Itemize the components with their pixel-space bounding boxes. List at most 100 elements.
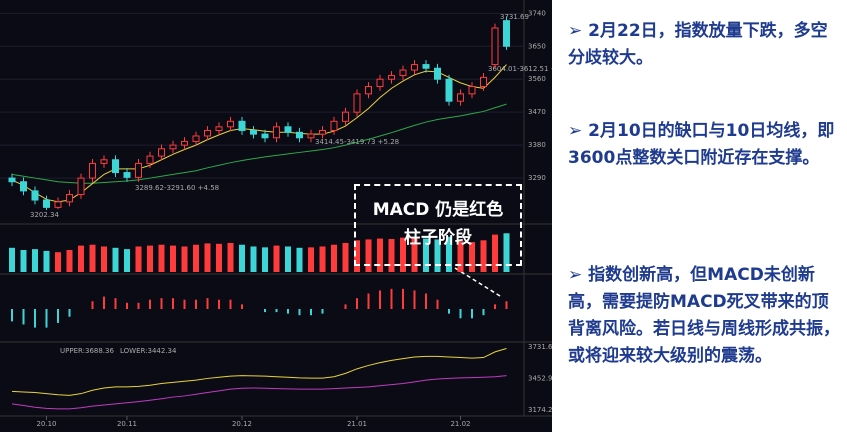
volume-bar bbox=[331, 244, 337, 272]
macd-bar bbox=[356, 298, 358, 309]
candle-body bbox=[123, 172, 131, 178]
candle-body bbox=[43, 199, 50, 208]
macd-bar bbox=[459, 309, 462, 319]
chart-bg bbox=[0, 0, 552, 432]
legend-label: LOWER:3442.34 bbox=[120, 347, 177, 355]
macd-bar bbox=[149, 299, 151, 309]
macd-bar bbox=[367, 293, 370, 309]
annotation: 3289.62-3291.60 +4.58 bbox=[135, 184, 219, 192]
boll-lower bbox=[11, 375, 507, 410]
volume-bar bbox=[43, 250, 50, 272]
ma-line bbox=[11, 64, 507, 203]
y-tick-label: 3560 bbox=[528, 75, 546, 83]
volume-bar bbox=[492, 234, 498, 272]
candle-body bbox=[31, 190, 39, 201]
candle-body bbox=[146, 155, 154, 164]
volume-bar bbox=[457, 241, 464, 272]
annotation: 3731.69 bbox=[500, 13, 529, 21]
candle-body bbox=[399, 69, 407, 77]
x-tick-label: 21.02 bbox=[450, 420, 470, 428]
volume-bar bbox=[446, 236, 452, 272]
candle-body bbox=[319, 129, 326, 135]
volume-bar bbox=[112, 247, 119, 272]
candle-body bbox=[480, 76, 487, 88]
candle-body bbox=[135, 162, 142, 178]
volume-bar bbox=[480, 240, 487, 272]
boll-upper bbox=[11, 348, 507, 396]
candle-body bbox=[112, 159, 119, 174]
macd-bar bbox=[45, 309, 48, 328]
macd-bar bbox=[379, 290, 381, 309]
volume-bar bbox=[503, 233, 510, 272]
bullet: 指数创新高，但MACD未创新高，需要提防MACD死叉带来的顶背离风险。若日线与周… bbox=[568, 262, 840, 370]
volume-bar bbox=[434, 239, 441, 272]
panel-borders bbox=[0, 0, 552, 417]
candle-body bbox=[468, 86, 476, 95]
candle-body bbox=[342, 111, 349, 122]
macd-bar bbox=[413, 290, 416, 309]
y-tick-label: 3452.96 bbox=[528, 375, 552, 383]
y-tick-label: 3731.69 bbox=[528, 343, 552, 351]
candle-body bbox=[411, 64, 418, 71]
macd-bar bbox=[137, 302, 140, 309]
candle-body bbox=[20, 181, 27, 192]
volume-bar bbox=[181, 246, 188, 272]
volume-bar bbox=[66, 250, 73, 272]
macd-bar bbox=[436, 299, 439, 309]
candle-body bbox=[215, 126, 223, 131]
volume-bar bbox=[377, 238, 383, 272]
volume-bar bbox=[411, 236, 418, 272]
macd-bar bbox=[126, 302, 128, 309]
volume-bar bbox=[101, 246, 107, 272]
volume-bar bbox=[250, 246, 257, 272]
macd-bar bbox=[229, 299, 232, 309]
volume-bar bbox=[55, 252, 61, 272]
candle-body bbox=[365, 86, 372, 95]
candle-body bbox=[250, 129, 257, 135]
candle-body bbox=[503, 20, 510, 47]
macd-bar bbox=[321, 309, 324, 314]
candle-body bbox=[284, 126, 292, 133]
macd-bar bbox=[298, 309, 301, 316]
candle-body bbox=[100, 159, 108, 164]
legend-label: UPPER:3688.36 bbox=[60, 347, 114, 355]
x-tick-label: 20.12 bbox=[232, 420, 252, 428]
candle-body bbox=[353, 93, 361, 113]
volume-bar bbox=[285, 246, 291, 272]
candle-body bbox=[296, 131, 303, 139]
macd-bar bbox=[471, 309, 473, 319]
candle-body bbox=[77, 177, 85, 196]
macd-bar bbox=[505, 301, 508, 309]
candle-body bbox=[388, 75, 395, 80]
candle-body bbox=[261, 133, 269, 139]
volume-bar bbox=[342, 242, 349, 272]
macd-bar bbox=[264, 309, 266, 313]
candle-body bbox=[307, 133, 315, 139]
macd-bar bbox=[11, 309, 13, 322]
x-tick-label: 20.11 bbox=[117, 420, 137, 428]
volume-bar bbox=[204, 243, 211, 272]
volume-bar bbox=[124, 249, 130, 272]
macd-bar bbox=[183, 299, 186, 309]
annotation: 3202.34 bbox=[30, 211, 59, 219]
macd-bar bbox=[275, 309, 278, 313]
macd-bar bbox=[448, 309, 450, 314]
candle-body bbox=[422, 64, 430, 69]
macd-bar bbox=[218, 299, 220, 309]
candle-body bbox=[273, 126, 280, 139]
y-tick-label: 3470 bbox=[528, 108, 546, 116]
macd-bar bbox=[206, 298, 209, 309]
x-tick-label: 21.01 bbox=[347, 420, 367, 428]
volume-bar bbox=[9, 247, 15, 272]
macd-bar bbox=[287, 309, 289, 314]
volume-bar bbox=[227, 242, 234, 272]
volume-bar bbox=[469, 242, 475, 272]
candle-body bbox=[8, 177, 16, 183]
macd-bar bbox=[57, 309, 59, 323]
volume-bar bbox=[354, 240, 360, 272]
macd-bar bbox=[310, 309, 312, 316]
candle-body bbox=[204, 129, 211, 137]
volume-bar bbox=[388, 239, 395, 272]
volume-bar bbox=[158, 244, 165, 272]
